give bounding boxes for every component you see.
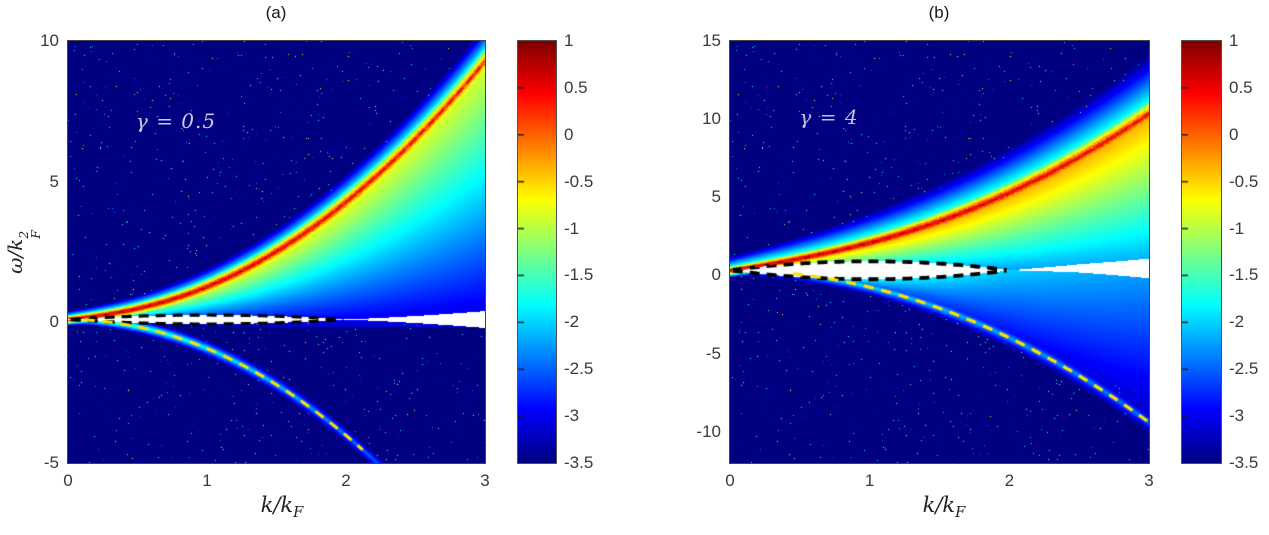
y-tick-label: 0 (711, 265, 721, 285)
panel-a-title: (a) (265, 3, 287, 22)
panel-a-gamma-annotation: γ = 0.5 (135, 109, 217, 133)
colorbar-tick-label: -0.5 (564, 171, 594, 191)
panel-b-gamma-annotation: γ = 4 (799, 105, 859, 129)
y-tick-label: 5 (711, 187, 721, 207)
colorbar-tick-label: 0.5 (1229, 77, 1253, 97)
colorbar-tick-label: -0.5 (1229, 171, 1259, 191)
colorbar-tick-label: -3 (1229, 406, 1245, 426)
x-tick-label: 0 (63, 471, 73, 490)
heatmap-panel-b (730, 41, 1149, 463)
colorbar-tick-label: -1 (1229, 218, 1245, 238)
colorbar-panel-a (518, 41, 556, 463)
x-tick-label: 0 (725, 471, 735, 490)
colorbar-tick-label: -3 (564, 406, 580, 426)
x-tick-label: 1 (864, 471, 875, 490)
colorbar-tick-label: -2 (1229, 312, 1245, 332)
colorbar-tick-label: -2.5 (564, 359, 594, 379)
colorbar-tick-label: 0 (1229, 124, 1239, 144)
x-tick-label: 1 (202, 471, 212, 490)
x-tick-label: 3 (1144, 471, 1154, 490)
y-tick-label: -5 (705, 343, 721, 363)
colorbar-tick-label: -3.5 (1229, 453, 1259, 472)
colorbar-tick-label: 1 (1229, 31, 1239, 50)
x-tick-label: 2 (341, 471, 351, 490)
colorbar-tick-label: 1 (564, 31, 574, 50)
y-tick-label: 10 (702, 109, 721, 129)
colorbar-panel-b (1182, 41, 1221, 463)
panel-a-x-axis-label: k/kF (260, 492, 304, 522)
y-tick-label: 15 (702, 31, 721, 50)
panel-a-y-axis-label: ω/k 2 F (3, 230, 44, 274)
colorbar-tick-label: -1.5 (564, 265, 594, 285)
panel-b-x-axis-label: k/kF (922, 492, 966, 522)
panel-b-title: (b) (928, 3, 950, 22)
y-tick-label: 5 (49, 171, 59, 191)
colorbar-tick-label: -2 (564, 312, 580, 332)
x-tick-label: 3 (480, 471, 490, 490)
y-tick-label: -10 (696, 421, 721, 441)
colorbar-tick-label: 0.5 (564, 77, 588, 97)
y-tick-label: 0 (49, 312, 59, 332)
x-tick-label: 2 (1004, 471, 1015, 490)
colorbar-tick-label: -2.5 (1229, 359, 1259, 379)
y-tick-label: -5 (43, 453, 59, 472)
colorbar-tick-label: -1.5 (1229, 265, 1259, 285)
colorbar-tick-label: 0 (564, 124, 574, 144)
y-tick-label: 10 (40, 31, 59, 50)
colorbar-tick-label: -1 (564, 218, 580, 238)
colorbar-tick-label: -3.5 (564, 453, 594, 472)
heatmap-panel-a (68, 41, 485, 463)
